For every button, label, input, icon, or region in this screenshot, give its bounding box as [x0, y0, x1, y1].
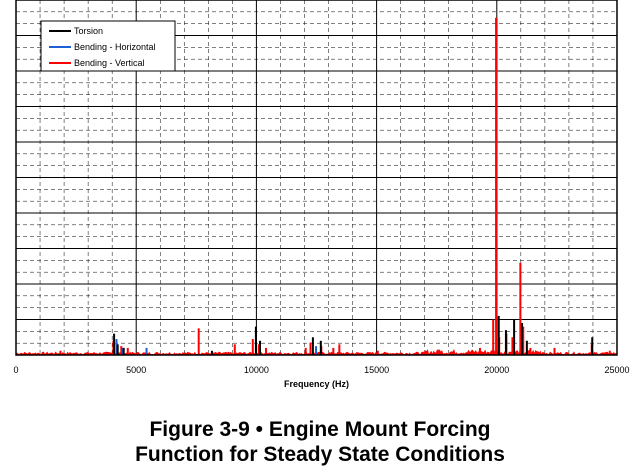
series-torsion — [113, 315, 594, 355]
x-tick-label: 15000 — [364, 365, 389, 375]
chart: 0 5000 10000 15000 20000 25000 Frequency (Hz) T… — [13, 0, 630, 389]
figure-caption-line-2: Function for Steady State Conditions — [135, 443, 505, 466]
legend-label: Torsion — [74, 26, 103, 36]
x-tick-label: 10000 — [244, 365, 269, 375]
x-axis-label: Frequency (Hz) — [284, 379, 349, 389]
x-tick-label: 20000 — [484, 365, 509, 375]
chart-svg: 0 5000 10000 15000 20000 25000 Frequency (Hz) T… — [13, 0, 630, 389]
x-tick-label: 25000 — [604, 365, 629, 375]
x-tick-label: 5000 — [126, 365, 146, 375]
figure-caption-line-1: Figure 3-9 • Engine Mount Forcing — [149, 418, 491, 441]
plot-frame — [15, 0, 618, 356]
legend-label: Bending - Vertical — [74, 58, 145, 68]
legend: Torsion Bending - Horizontal Bending - Ver… — [40, 20, 176, 72]
legend-label: Bending - Horizontal — [74, 42, 156, 52]
x-tick-label: 0 — [13, 365, 18, 375]
